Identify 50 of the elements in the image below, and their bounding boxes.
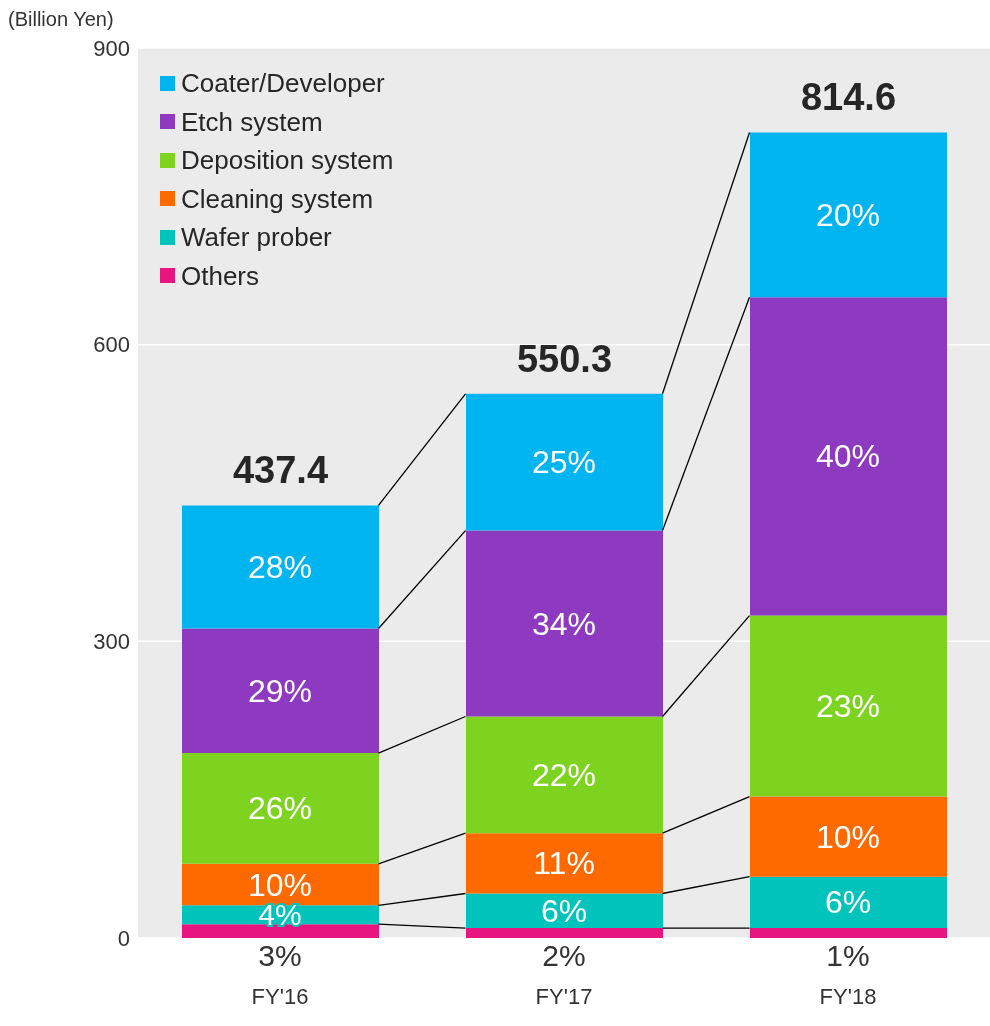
y-tick-label: 600: [93, 332, 130, 358]
total-label: 437.4: [232, 449, 329, 492]
bar: [466, 530, 663, 717]
bar: [182, 628, 379, 754]
annotation: 10%: [815, 818, 881, 855]
bar: [750, 615, 947, 797]
annotation: 23%: [815, 688, 881, 725]
legend-label: Wafer prober: [181, 221, 332, 254]
bar: [182, 753, 379, 864]
y-tick-label: 900: [93, 35, 130, 61]
bar: [182, 863, 379, 906]
x-tick-label: FY'18: [819, 983, 877, 1009]
annotation: 22%: [531, 756, 597, 793]
annotation: 11%: [533, 845, 595, 882]
bar: [750, 297, 947, 616]
bar: [750, 876, 947, 929]
annotation: 6%: [540, 892, 588, 929]
legend-label: Cleaning system: [181, 182, 374, 216]
bar: [750, 796, 947, 877]
y-tick-label: 0: [117, 925, 130, 951]
text: 2%: [542, 938, 586, 972]
bar: [466, 393, 663, 531]
annotation: 25%: [531, 444, 597, 481]
annotation: 34%: [531, 605, 597, 642]
bar: [750, 928, 947, 938]
legend-label: Others: [181, 259, 260, 293]
legend-label: Etch system: [181, 105, 323, 139]
y-tick-label: 300: [93, 629, 130, 655]
legend-label: Coater/Developer: [181, 67, 385, 100]
annotation: 6%: [824, 884, 872, 921]
annotation: 28%: [247, 548, 313, 585]
bar: [466, 928, 663, 938]
legend-label: Deposition system: [181, 144, 394, 177]
bar: [466, 893, 663, 929]
bar: [182, 505, 379, 629]
annotation: 26%: [247, 790, 313, 827]
text: 3%: [258, 938, 302, 972]
annotation: 29%: [247, 672, 313, 709]
total-label: 550.3: [516, 337, 613, 380]
y-axis-title: (Billion Yen): [8, 8, 114, 31]
bar: [466, 716, 663, 834]
bar: [466, 833, 663, 894]
annotation: 20%: [815, 196, 881, 233]
annotation: 40%: [815, 438, 881, 475]
text: 1%: [826, 938, 870, 972]
x-tick-label: FY'17: [535, 983, 593, 1009]
x-tick-label: FY'16: [251, 983, 309, 1009]
bar: [750, 132, 947, 298]
total-label: 814.6: [800, 76, 897, 119]
bar: [182, 924, 379, 938]
